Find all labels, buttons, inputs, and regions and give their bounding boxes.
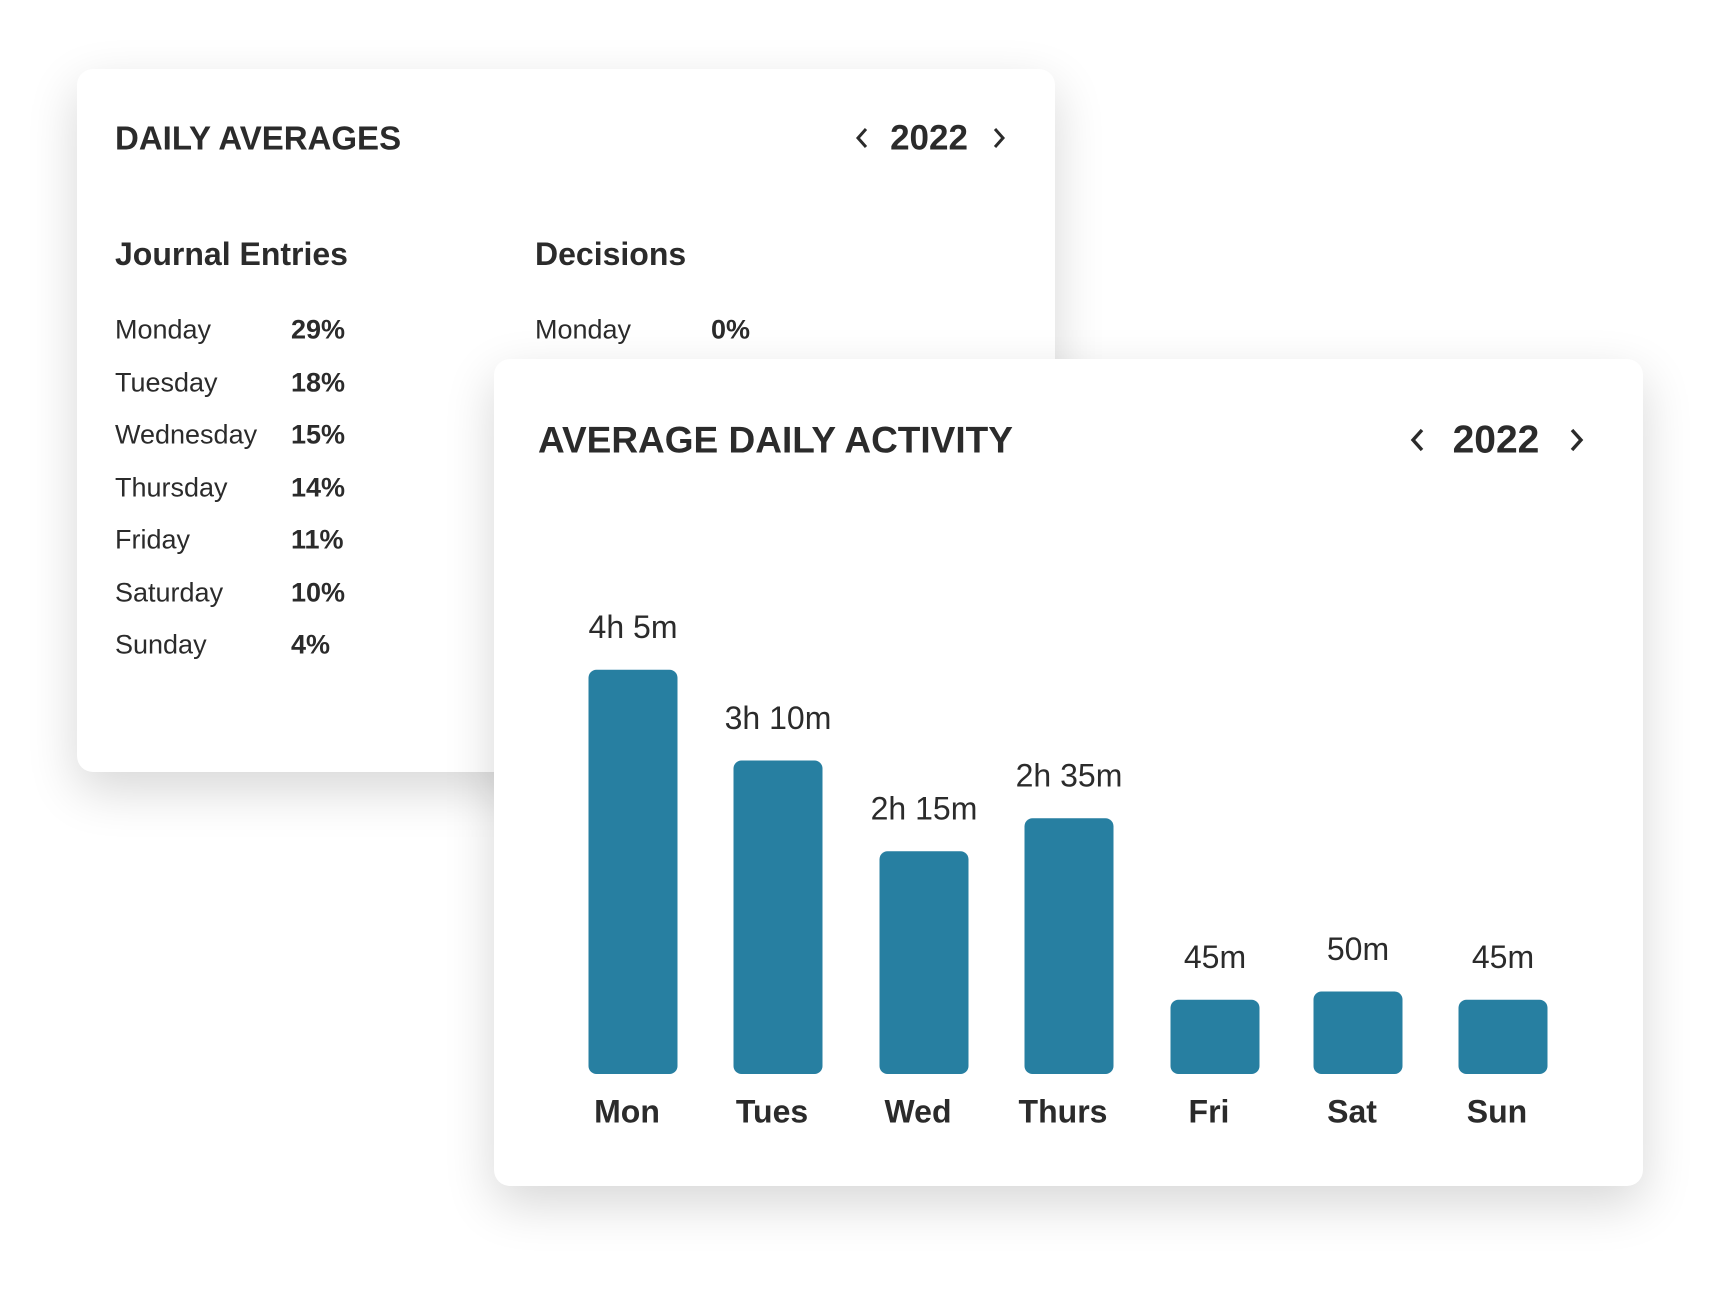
- bar: [588, 669, 678, 1074]
- day-percent: 14%: [291, 472, 346, 502]
- day-label: Monday: [535, 314, 632, 345]
- day-label: Tuesday: [115, 367, 218, 397]
- value-label: 2h 15m: [871, 791, 978, 827]
- x-tick-label: Thurs: [1019, 1093, 1108, 1129]
- x-tick-label: Wed: [885, 1093, 952, 1129]
- day-percent: 18%: [291, 367, 346, 397]
- card-title: DAILY AVERAGES: [115, 119, 402, 157]
- value-label: 45m: [1184, 939, 1246, 975]
- value-label: 50m: [1327, 931, 1389, 967]
- day-label: Wednesday: [115, 419, 258, 450]
- day-percent: 10%: [291, 577, 346, 607]
- x-tick-label: Sat: [1327, 1093, 1377, 1129]
- year: 2022: [1452, 418, 1540, 462]
- value-label: 2h 35m: [1016, 758, 1123, 794]
- day-label: Monday: [115, 314, 212, 345]
- activity-card: AVERAGE DAILY ACTIVITY 2022 4h 5m Mon 3h 1…: [494, 359, 1643, 1186]
- day-label: Thursday: [115, 472, 228, 502]
- day-label: Sunday: [115, 629, 207, 660]
- value-label: 4h 5m: [589, 609, 678, 645]
- day-percent: 15%: [291, 419, 346, 450]
- bar: [733, 760, 823, 1074]
- prev-year[interactable]: [853, 126, 871, 150]
- year: 2022: [890, 118, 968, 158]
- prev-year[interactable]: [1408, 426, 1428, 454]
- card-title: AVERAGE DAILY ACTIVITY: [538, 419, 1013, 461]
- bar-chart: 4h 5m Mon 3h 10m Tues 2h 15m Wed 2h 35m Thurs 45…: [588, 609, 1548, 1129]
- x-tick-label: Sun: [1467, 1093, 1527, 1129]
- section-heading: Journal Entries: [115, 236, 348, 272]
- value-label: 45m: [1472, 939, 1534, 975]
- bar: [1170, 999, 1260, 1074]
- section-heading: Decisions: [535, 236, 687, 272]
- next-year[interactable]: [1566, 426, 1586, 454]
- day-percent: 0%: [711, 314, 751, 345]
- value-label: 3h 10m: [725, 700, 832, 736]
- x-tick-label: Fri: [1189, 1093, 1230, 1129]
- next-year[interactable]: [990, 126, 1008, 150]
- bar: [1458, 999, 1548, 1074]
- day-label: Friday: [115, 524, 191, 555]
- bar: [879, 851, 969, 1074]
- bar: [1313, 991, 1403, 1074]
- x-tick-label: Mon: [594, 1093, 660, 1129]
- day-percent: 4%: [291, 629, 331, 660]
- day-percent: 11%: [291, 524, 344, 555]
- x-tick-label: Tues: [736, 1093, 808, 1129]
- day-percent: 29%: [291, 314, 346, 345]
- day-label: Saturday: [115, 577, 224, 607]
- bar: [1024, 818, 1114, 1074]
